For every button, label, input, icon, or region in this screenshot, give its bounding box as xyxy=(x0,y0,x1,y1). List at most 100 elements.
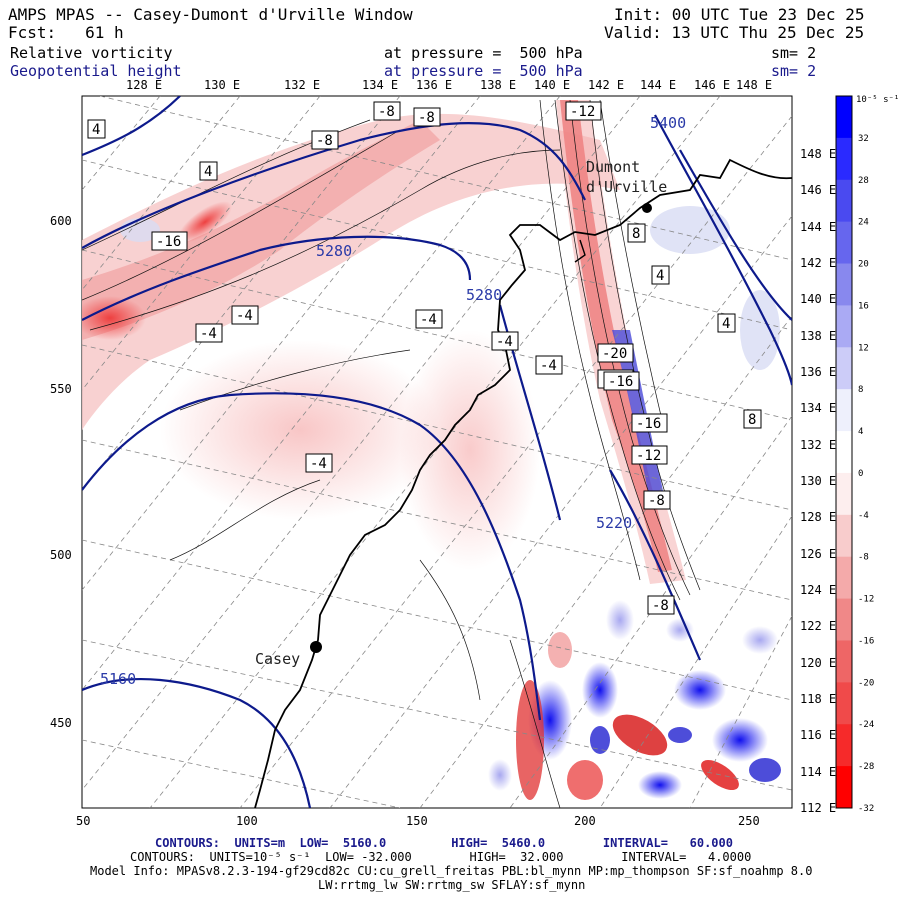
longitude-label: 136 E xyxy=(416,78,453,92)
svg-text:-8: -8 xyxy=(378,104,395,120)
colorbar-tick-label: -12 xyxy=(858,595,874,605)
longitude-label: 144 E xyxy=(640,78,677,92)
vorticity-label-box: -8 xyxy=(647,595,675,615)
y-axis-tick: 600 xyxy=(50,214,72,228)
dumont-durville-label-2: d'Urville xyxy=(586,178,667,196)
svg-text:-12: -12 xyxy=(570,104,595,120)
casey-marker xyxy=(310,641,322,653)
colorbar-swatch xyxy=(836,556,852,600)
svg-text:-4: -4 xyxy=(310,456,327,472)
height-label-5220: 5220 xyxy=(596,514,632,532)
x-axis-tick: 250 xyxy=(738,814,760,828)
svg-text:4: 4 xyxy=(204,164,212,180)
latitude-label: 120 E xyxy=(800,655,837,670)
longitude-label: 148 E xyxy=(736,78,773,92)
colorbar-swatch xyxy=(836,682,852,725)
dumont-durville-marker xyxy=(642,203,652,213)
colorbar-tick-label: 24 xyxy=(858,218,869,228)
casey-label: Casey xyxy=(255,650,300,668)
height-contour-5460-east xyxy=(679,149,792,321)
field2-name: Geopotential height xyxy=(10,62,182,80)
vorticity-label-box: -12 xyxy=(565,101,602,121)
x-axis-tick: 150 xyxy=(406,814,428,828)
latitude-label: 142 E xyxy=(800,256,837,270)
colorbar-swatch xyxy=(836,221,852,265)
field1-level: at pressure = 500 hPa xyxy=(384,44,583,62)
colorbar-tick-label: 20 xyxy=(858,260,869,270)
latitude-label: 130 E xyxy=(800,474,837,488)
latitude-label: 144 E xyxy=(800,219,837,234)
vorticity-label-box: 4 xyxy=(717,313,736,333)
vorticity-label-box: 4 xyxy=(199,161,218,181)
colorbar-units: 10⁻⁵ s⁻¹ xyxy=(856,95,899,105)
latitude-label: 128 E xyxy=(800,510,837,525)
height-label-5160: 5160 xyxy=(100,670,136,688)
svg-text:-8: -8 xyxy=(652,598,669,614)
colorbar-swatch xyxy=(836,640,852,683)
colorbar: 32 28 24 20 16 12 8 4 0 -4 -8 -12 -16 -20 -24 -28 -32 xyxy=(835,95,874,814)
svg-text:-8: -8 xyxy=(418,110,435,126)
vorticity-label-box: -12 xyxy=(631,445,668,465)
vorticity-label-box: 4 xyxy=(87,119,106,139)
vorticity-label-box: 4 xyxy=(651,265,670,285)
latitude-label: 140 E xyxy=(800,292,837,307)
vorticity-label-box: -8 xyxy=(373,101,401,121)
colorbar-swatch xyxy=(836,347,852,390)
colorbar-swatch xyxy=(836,137,852,181)
latitude-label: 138 E xyxy=(800,328,837,343)
vorticity-label-box: -16 xyxy=(603,371,640,391)
colorbar-swatch xyxy=(836,598,852,641)
svg-text:4: 4 xyxy=(722,316,730,332)
antarctic-coastline xyxy=(254,158,792,808)
footer-vorticity-contours: CONTOURS: UNITS=10⁻⁵ s⁻¹ LOW= -32.000 HI… xyxy=(130,850,752,864)
colorbar-tick-label: 28 xyxy=(858,176,869,186)
y-axis-tick: 550 xyxy=(50,382,72,396)
colorbar-tick-label: 16 xyxy=(858,301,869,311)
svg-text:-16: -16 xyxy=(636,416,661,432)
vorticity-label-box: -4 xyxy=(491,331,519,351)
height-contour-labels: 5400 5280 5280 5160 5220 xyxy=(100,114,686,688)
vorticity-contours xyxy=(82,99,701,808)
field2-smoothing: sm= 2 xyxy=(771,62,817,80)
vorticity-label-box: -16 xyxy=(151,231,188,251)
svg-text:-4: -4 xyxy=(540,358,557,374)
init-time: Init: 00 UTC Tue 23 Dec 25 xyxy=(614,5,865,24)
colorbar-tick-label: 32 xyxy=(858,134,869,144)
longitude-label: 142 E xyxy=(588,78,625,92)
latitude-label: 124 E xyxy=(800,583,837,597)
latitude-label: 122 E xyxy=(800,619,837,634)
footer-model-info: Model Info: MPASv8.2.3-194-gf29cd82c CU:… xyxy=(90,864,813,878)
colorbar-swatch xyxy=(836,96,852,139)
svg-text:-4: -4 xyxy=(200,326,217,342)
forecast-hour: Fcst: 61 h xyxy=(8,23,124,42)
dumont-durville-label-1: Dumont xyxy=(586,158,640,176)
colorbar-tick-label: 4 xyxy=(858,427,863,437)
svg-text:-16: -16 xyxy=(156,234,181,250)
longitude-label: 146 E xyxy=(694,78,731,92)
vorticity-label-box: 8 xyxy=(627,223,646,243)
colorbar-tick-label: -4 xyxy=(858,511,869,521)
lat-lon-grid xyxy=(82,96,792,808)
longitude-label: 138 E xyxy=(480,78,517,92)
vorticity-label-box: -4 xyxy=(535,355,563,375)
vorticity-max-west xyxy=(82,296,146,340)
field1-name: Relative vorticity xyxy=(10,44,173,62)
svg-text:8: 8 xyxy=(632,226,640,242)
colorbar-swatch xyxy=(836,179,852,223)
x-axis-tick: 50 xyxy=(76,814,91,828)
vorticity-label-box: -8 xyxy=(311,130,339,150)
colorbar-swatch xyxy=(836,389,852,432)
colorbar-swatch xyxy=(836,305,852,348)
model-title: AMPS MPAS -- Casey-Dumont d'Urville Wind… xyxy=(8,5,413,24)
y-axis-tick: 450 xyxy=(50,716,72,730)
colorbar-tick-label: -8 xyxy=(858,553,869,563)
colorbar-swatch xyxy=(836,724,852,767)
svg-text:-8: -8 xyxy=(316,133,333,149)
latitude-label: 136 E xyxy=(800,365,837,379)
footer-height-contours: CONTOURS: UNITS=m LOW= 5160.0 HIGH= 5460… xyxy=(155,836,733,850)
svg-text:8: 8 xyxy=(748,412,756,428)
svg-text:-12: -12 xyxy=(636,448,661,464)
height-contour-5280 xyxy=(82,235,472,321)
svg-text:-4: -4 xyxy=(236,308,253,324)
colorbar-tick-label: -20 xyxy=(858,678,874,688)
